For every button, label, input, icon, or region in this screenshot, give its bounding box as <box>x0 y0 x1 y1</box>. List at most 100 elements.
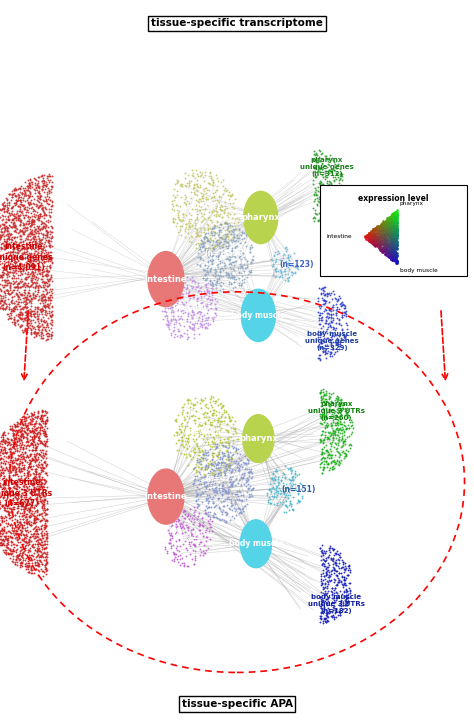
Point <box>4 447 11 458</box>
Point <box>5 214 12 225</box>
Point <box>0 222 8 233</box>
Point <box>172 288 179 299</box>
Point <box>47 314 55 326</box>
Point <box>333 416 341 428</box>
Point <box>18 544 25 556</box>
Point <box>322 296 330 307</box>
Point <box>241 451 249 463</box>
Point <box>328 195 336 207</box>
Point <box>383 228 390 239</box>
Point <box>226 410 233 421</box>
Point <box>0 488 6 500</box>
Point <box>225 457 233 468</box>
Point <box>176 560 184 571</box>
Point <box>240 252 247 263</box>
Point <box>328 610 335 621</box>
Point <box>21 418 29 429</box>
Point <box>192 485 200 497</box>
Point <box>34 559 41 571</box>
Point <box>323 588 330 600</box>
Point <box>210 407 218 418</box>
Point <box>28 294 36 305</box>
Point <box>324 420 331 432</box>
Point <box>217 204 225 215</box>
Point <box>46 273 54 284</box>
Point <box>1 504 9 515</box>
Text: (n=602): (n=602) <box>173 304 207 312</box>
Point <box>173 189 181 201</box>
Point <box>22 298 29 310</box>
Point <box>328 336 335 348</box>
Point <box>13 539 21 551</box>
Text: intestine: intestine <box>145 492 187 501</box>
Point <box>20 191 27 202</box>
Point <box>12 223 20 234</box>
Point <box>216 241 223 252</box>
Point <box>338 311 346 323</box>
Point <box>371 223 378 235</box>
Point <box>179 273 186 285</box>
Point <box>331 612 338 624</box>
Point <box>200 450 208 461</box>
Point <box>332 329 340 341</box>
Point <box>326 152 333 164</box>
Point <box>319 578 326 589</box>
Point <box>238 270 246 281</box>
Point <box>206 232 214 244</box>
Point <box>35 238 42 249</box>
Point <box>342 330 349 341</box>
Point <box>342 318 350 329</box>
Point <box>199 272 207 283</box>
Point <box>191 318 199 329</box>
Point <box>20 515 27 527</box>
Point <box>385 239 393 251</box>
Point <box>38 544 46 555</box>
Point <box>11 432 18 444</box>
Point <box>12 259 19 270</box>
Point <box>8 531 15 543</box>
Point <box>23 307 31 319</box>
Point <box>16 225 24 236</box>
Point <box>29 453 36 465</box>
Point <box>324 576 331 588</box>
Point <box>377 231 385 242</box>
Point <box>202 301 210 312</box>
Point <box>35 481 43 492</box>
Point <box>1 297 9 309</box>
Point <box>200 240 208 252</box>
Point <box>342 595 350 607</box>
Point <box>273 497 281 509</box>
Point <box>388 241 396 253</box>
Point <box>201 236 208 247</box>
Point <box>0 281 7 293</box>
Point <box>34 538 41 550</box>
Point <box>0 301 3 312</box>
Point <box>346 442 354 454</box>
Point <box>46 210 54 221</box>
Point <box>35 212 43 224</box>
Point <box>37 410 45 422</box>
Point <box>390 241 397 253</box>
Point <box>276 254 284 266</box>
Point <box>281 486 289 497</box>
Point <box>166 529 173 541</box>
Point <box>37 240 45 252</box>
Point <box>225 211 232 223</box>
Point <box>183 410 191 422</box>
Point <box>316 433 324 444</box>
Point <box>8 188 15 200</box>
Point <box>214 429 222 441</box>
Text: body muscle: body muscle <box>231 311 285 320</box>
Point <box>37 491 45 502</box>
Point <box>174 296 182 307</box>
Point <box>204 293 212 304</box>
Point <box>214 196 222 207</box>
Point <box>42 520 49 531</box>
Point <box>225 242 232 254</box>
Point <box>43 476 50 487</box>
Point <box>0 512 2 523</box>
Point <box>225 460 233 472</box>
Point <box>2 447 10 458</box>
Point <box>41 428 49 440</box>
Point <box>2 302 10 314</box>
